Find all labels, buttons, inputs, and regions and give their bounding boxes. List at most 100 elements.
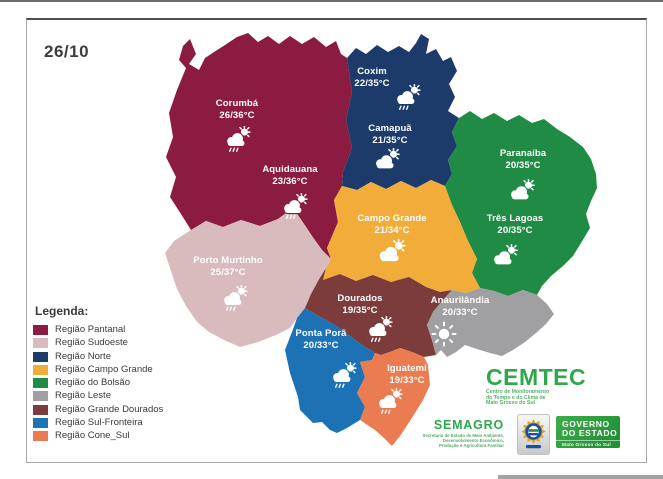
page-top-edge: [0, 0, 663, 2]
legend-label: Região Cone_Sul: [55, 430, 130, 442]
city-name: Dourados: [337, 293, 383, 304]
legend-label: Região Campo Grande: [55, 363, 153, 375]
legend-item: Região Norte: [33, 350, 163, 362]
city-temp: 20/35°C: [505, 159, 541, 171]
legend-swatch: [33, 391, 48, 402]
map-label-coxim: Coxim 22/35°C: [354, 66, 389, 89]
map-label-corumba: Corumbá 26/36°C: [216, 98, 258, 121]
city-name: Iguatemi: [387, 363, 427, 374]
region-norte: [342, 34, 459, 190]
city-temp: 23/36°C: [272, 175, 308, 187]
map-label-camapua: Camapuã 21/35°C: [368, 123, 411, 146]
cloud-sun-icon: [374, 239, 407, 264]
cloud-sun-rain-icon: [364, 316, 394, 343]
governo-title-line: DO ESTADO: [562, 428, 618, 438]
region-campo-grande: [323, 180, 480, 293]
cloud-sun-rain-icon: [328, 362, 358, 389]
city-name: Anaurilândia: [430, 295, 490, 306]
map-label-iguatemi: Iguatemi 19/33°C: [387, 363, 427, 386]
legend-swatch: [33, 351, 48, 362]
region-sul-fronteira: [285, 308, 375, 433]
semagro-subtitle-line: Secretaria de Estado de Meio Ambiente,: [422, 433, 504, 438]
city-temp: 21/34°C: [374, 224, 410, 236]
map-frame: [26, 18, 647, 463]
legend-label: Região Leste: [55, 390, 111, 402]
map-label-porto-murtinho: Porto Murtinho 25/37°C: [193, 255, 262, 278]
map-label-aquidauana: Aquidauana 23/36°C: [262, 164, 317, 187]
map-label-paranaiba: Paranaíba 20/35°C: [500, 148, 546, 171]
legend: Legenda: Região Pantanal Região Sudoeste…: [33, 304, 163, 445]
city-temp: 26/36°C: [219, 109, 255, 121]
cloud-sun-rain-icon: [219, 285, 249, 312]
region-pantanal: [166, 33, 352, 259]
cemtec-subtitle-line: do Tempo e do Clima de: [486, 394, 546, 401]
city-name: Paranaíba: [499, 148, 547, 159]
governo-title-line: GOVERNO: [562, 419, 610, 429]
city-name: Camapuã: [368, 123, 412, 134]
city-name: Ponta Porã: [295, 328, 347, 339]
map-label-dourados: Dourados 19/35°C: [337, 293, 382, 316]
legend-swatch: [33, 404, 48, 415]
legend-item: Região Pantanal: [33, 325, 163, 335]
legend-item: Região Sul-Fronteira: [33, 417, 163, 429]
semagro-subtitle-line: Produção e Agricultura Familiar: [438, 443, 504, 448]
city-temp: 19/33°C: [389, 374, 425, 386]
city-name: Corumbá: [215, 98, 259, 109]
city-name: Campo Grande: [357, 213, 427, 224]
governo-subtitle: Mato Grosso do Sul: [556, 440, 620, 448]
legend-item: Região Campo Grande: [33, 363, 163, 375]
cloud-sun-icon: [489, 244, 519, 267]
legend-title: Legenda:: [35, 304, 89, 318]
cemtec-subtitle-line: Mato Grosso do Sul: [486, 400, 535, 407]
legend-swatch: [33, 378, 48, 389]
legend-item: Região Sudoeste: [33, 337, 163, 349]
city-name: Porto Murtinho: [193, 255, 263, 266]
city-temp: 20/33°C: [442, 306, 478, 318]
city-name: Coxim: [357, 66, 387, 77]
semagro-wordmark: SEMAGRO: [433, 418, 504, 432]
ms-coat-of-arms: [517, 414, 550, 455]
city-temp: 20/35°C: [497, 224, 533, 236]
legend-label: Região Sul-Fronteira: [55, 417, 143, 429]
cloud-sun-icon: [371, 148, 401, 171]
cloud-sun-rain-icon: [374, 388, 404, 415]
city-temp: 25/37°C: [210, 266, 246, 278]
cloud-sun-rain-icon: [279, 193, 309, 220]
cemtec-logo: CEMTEC Centro de Monitoramento do Tempo …: [486, 366, 586, 407]
cemtec-subtitle-line: Centro de Monitoramento: [486, 389, 550, 395]
cloud-sun-rain-icon: [222, 126, 252, 153]
region-do-bolsao: [445, 111, 597, 296]
legend-swatch: [33, 325, 48, 335]
legend-item: Região Cone_Sul: [33, 430, 163, 442]
legend-label: Região Sudoeste: [55, 337, 128, 349]
governo-do-estado-badge: GOVERNO DO ESTADO Mato Grosso do Sul: [556, 416, 620, 448]
cloud-sun-rain-icon: [392, 84, 422, 111]
legend-swatch: [33, 418, 48, 429]
map-label-anaurilandia: Anaurilândia 20/33°C: [431, 295, 490, 318]
legend-item: Região Grande Dourados: [33, 403, 164, 415]
legend-item: Região Leste: [33, 390, 163, 402]
legend-label: Região do Bolsão: [55, 377, 130, 389]
semagro-logo: SEMAGRO Secretaria de Estado de Meio Amb…: [422, 418, 504, 449]
semagro-subtitle-line: Desenvolvimento Econômico,: [442, 438, 504, 443]
sun-icon: [431, 321, 457, 347]
legend-item: Região do Bolsão: [33, 377, 163, 389]
city-temp: 22/35°C: [354, 77, 390, 89]
legend-label: Região Grande Dourados: [55, 403, 164, 415]
cloud-sun-icon: [506, 179, 536, 202]
region-grande-dourados: [305, 268, 452, 357]
legend-swatch: [33, 431, 48, 442]
cemtec-wordmark: CEMTEC: [486, 364, 587, 390]
map-label-campo-grande: Campo Grande 21/34°C: [357, 213, 426, 236]
legend-swatch: [33, 364, 48, 375]
legend-label: Região Norte: [55, 350, 111, 362]
city-name: Aquidauana: [262, 164, 318, 175]
city-name: Três Lagoas: [486, 213, 544, 224]
coat-of-arms-icon: [521, 419, 546, 449]
region-leste: [427, 288, 554, 357]
forecast-date: 26/10: [44, 42, 90, 61]
city-temp: 21/35°C: [372, 134, 408, 146]
map-label-ponta-pora: Ponta Porã 20/33°C: [295, 328, 346, 351]
map-label-tres-lagoas: Três Lagoas 20/35°C: [487, 213, 544, 236]
